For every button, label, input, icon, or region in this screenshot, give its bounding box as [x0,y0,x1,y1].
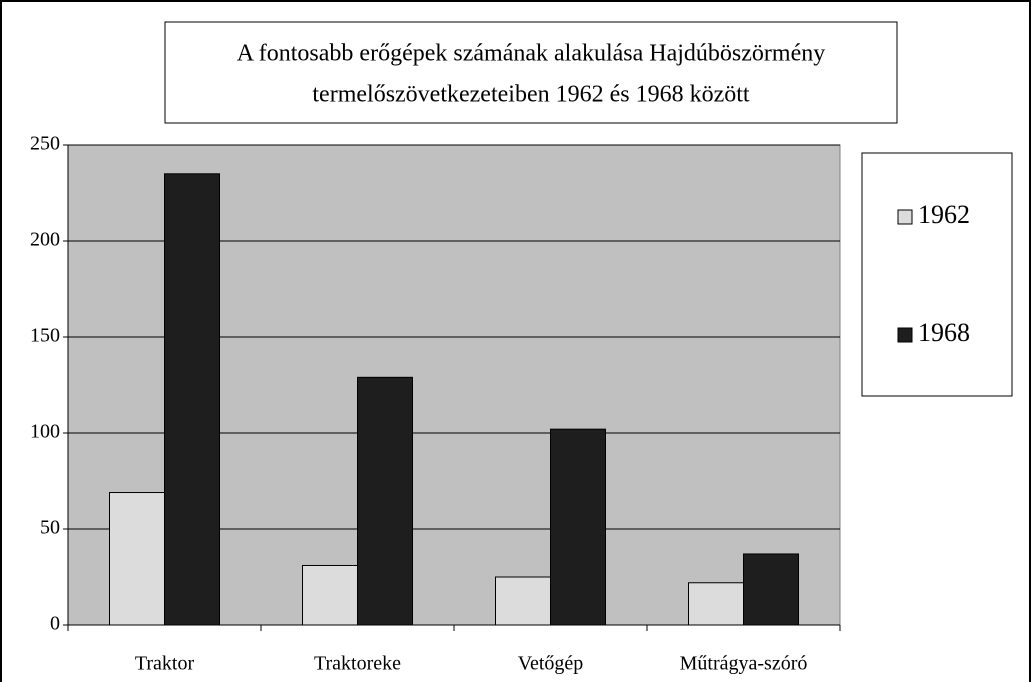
y-tick-label: 100 [30,421,60,443]
x-tick-label: Traktoreke [314,653,401,675]
bar [357,376,413,626]
y-tick-label: 150 [30,325,60,347]
bar [743,553,799,626]
title-box [164,21,898,124]
y-tick-label: 0 [50,613,60,635]
x-tick-label: Vetőgép [518,653,584,675]
x-tick-label: Műtrágya-szóró [680,653,808,675]
legend-label: 1968 [918,318,970,347]
chart-title: termelőszövetkezeteiben 1962 és 1968 köz… [312,82,750,108]
legend-label: 1962 [918,200,970,229]
legend-swatch [897,327,913,343]
legend-swatch [897,209,913,225]
bar [688,582,744,626]
legend-box [861,152,1013,397]
bar [302,564,358,626]
y-tick-label: 250 [30,133,60,155]
y-tick-label: 200 [30,229,60,251]
chart-title: A fontosabb erőgépek számának alakulása … [237,41,825,67]
x-tick-label: Traktor [135,653,195,675]
bar [109,492,165,626]
bar [495,576,551,626]
bar [164,173,220,626]
y-tick-label: 50 [40,517,60,539]
bar [550,428,606,626]
